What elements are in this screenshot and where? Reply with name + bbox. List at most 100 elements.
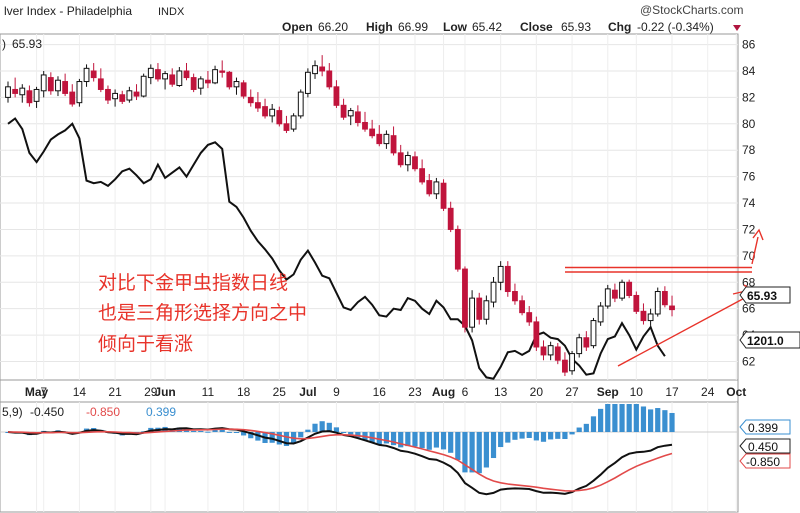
histogram-bar [241, 432, 247, 436]
histogram-bar [583, 423, 589, 432]
candle-body [569, 353, 575, 372]
histogram-bar [512, 432, 518, 440]
histogram-bar [298, 432, 304, 438]
histogram-bar [419, 432, 425, 449]
x-tick-label: 6 [462, 385, 469, 399]
candle-body [590, 320, 597, 347]
candle-body [176, 70, 183, 87]
candle-body [533, 321, 540, 348]
candle-body [497, 265, 504, 283]
close-value: 65.93 [561, 20, 591, 34]
chg-label: Chg [608, 20, 631, 34]
histogram-bar [626, 404, 632, 432]
y-tick-label: 72 [742, 222, 756, 236]
y-tick-label: 74 [742, 196, 756, 210]
candle-body [333, 86, 340, 106]
macd-params: 5,9) [2, 405, 23, 419]
macd-tag-macd: 0.450 [748, 440, 778, 454]
x-tick-label: 23 [408, 385, 422, 399]
histogram-bar [648, 409, 654, 432]
histogram-bar [469, 432, 475, 473]
macd-value: -0.450 [30, 405, 64, 419]
candle-body [276, 110, 283, 125]
candle-body [597, 305, 604, 323]
x-tick-label: Oct [726, 385, 746, 399]
candle-body [319, 66, 326, 72]
candle-body [312, 65, 318, 75]
candle-body [519, 300, 525, 314]
candle-body [40, 74, 47, 92]
candle-body [669, 305, 675, 311]
histogram-bar [340, 432, 347, 433]
x-tick-label: 16 [373, 385, 387, 399]
candle-body [97, 78, 104, 90]
candle-body [397, 152, 404, 166]
histogram-bar [219, 429, 225, 432]
price-y-axis: 62646668707274767880828486 [742, 38, 756, 369]
x-tick-label: 27 [565, 385, 579, 399]
candle-body [155, 69, 161, 80]
macd-tag-signal: -0.850 [746, 455, 780, 469]
histogram-bar [305, 429, 311, 432]
candle-body [490, 281, 497, 303]
x-tick-label: 18 [237, 385, 251, 399]
candle-body [126, 90, 133, 101]
histogram-bar [283, 432, 290, 446]
histogram-bar [619, 404, 625, 432]
annotation-line-3: 倾向于看涨 [98, 333, 193, 355]
y-tick-label: 66 [742, 302, 756, 316]
candle-body [547, 345, 554, 356]
histogram-bar [576, 427, 582, 432]
histogram-bar [383, 432, 390, 444]
x-tick-label: Aug [432, 385, 455, 399]
candle-body [626, 281, 633, 296]
histogram-bar [191, 430, 197, 432]
annotation: 对比下金甲虫指数日线 也是三角形选择方向之中 倾向于看涨 [98, 272, 307, 355]
histogram-bar [555, 432, 561, 439]
histogram-bar [562, 432, 568, 439]
x-tick-label: 13 [494, 385, 508, 399]
x-tick-label: Jul [299, 385, 316, 399]
histogram-bar [433, 432, 439, 448]
annotation-line-2: 也是三角形选择方向之中 [98, 302, 307, 324]
candle-body [640, 310, 647, 322]
histogram-bar [598, 408, 604, 432]
histogram-bar [276, 432, 282, 445]
histogram-bar [390, 432, 397, 446]
trendlines [565, 228, 764, 367]
y-tick-label: 78 [742, 143, 756, 157]
histogram-bar [448, 432, 454, 453]
histogram-bar [526, 432, 532, 438]
candle-body [19, 87, 26, 96]
candle-body [554, 346, 561, 361]
x-tick-label: 9 [333, 385, 340, 399]
y-tick-label: 70 [742, 249, 756, 263]
histogram-bar [612, 404, 618, 432]
x-tick-label: 20 [530, 385, 544, 399]
legend-prefix: ) [2, 37, 6, 51]
histogram-bar [640, 406, 647, 432]
y-tick-label: 84 [742, 64, 756, 78]
histogram-bar [326, 422, 332, 432]
candle-body [604, 288, 611, 307]
candle-body [340, 104, 347, 118]
candle-body [633, 294, 640, 312]
candle-body [412, 156, 418, 170]
candle-body [454, 228, 461, 270]
candle-body [404, 154, 411, 166]
histogram-bar [248, 432, 254, 439]
candle-body [326, 70, 333, 88]
histogram-bar [333, 427, 340, 432]
candle-body [383, 133, 390, 145]
down-triangle-icon [733, 25, 741, 31]
attribution: @StockCharts.com [640, 3, 744, 17]
signal-value: -0.850 [86, 405, 120, 419]
candle-body [55, 79, 61, 92]
histogram-bar [412, 432, 418, 447]
y-tick-label: 82 [742, 90, 756, 104]
candle-body [619, 281, 625, 299]
histogram-bar [319, 421, 325, 432]
x-tick-label: 17 [665, 385, 679, 399]
chg-value: -0.22 (-0.34%) [637, 20, 714, 34]
